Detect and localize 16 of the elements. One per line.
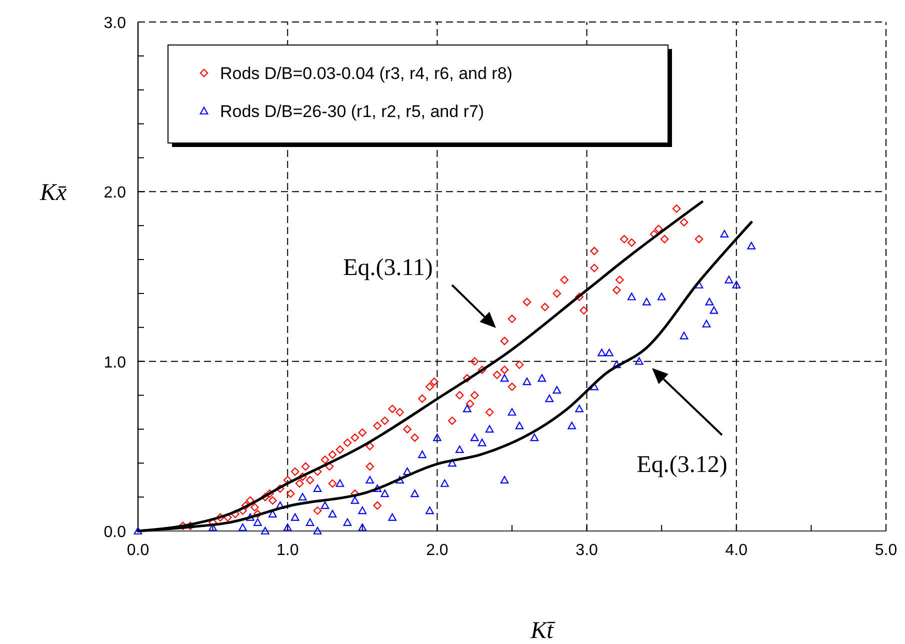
y-tick-label: 2.0 <box>104 184 126 202</box>
x-tick-label: 4.0 <box>725 542 748 559</box>
x-tick-label: 2.0 <box>426 542 448 559</box>
x-tick-label: 0.0 <box>126 542 150 559</box>
y-tick-label: 1.0 <box>104 354 126 372</box>
legend-label: Rods D/B=0.03-0.04 (r3, r4, r6, and r8) <box>220 64 512 83</box>
x-tick-label: 1.0 <box>276 542 299 559</box>
x-tick-label: 5.0 <box>874 542 898 559</box>
legend-label: Rods D/B=26-30 (r1, r2, r5, and r7) <box>220 102 484 121</box>
y-axis-title: Kx̄ <box>39 180 68 206</box>
annotation: Eq.(3.11) <box>343 255 433 281</box>
y-tick-label: 0.0 <box>104 524 126 541</box>
y-tick-label: 3.0 <box>104 15 126 32</box>
x-tick-label: 3.0 <box>576 542 598 559</box>
annotation: Eq.(3.12) <box>636 452 728 478</box>
x-axis-title: Kt̄ <box>530 618 556 644</box>
